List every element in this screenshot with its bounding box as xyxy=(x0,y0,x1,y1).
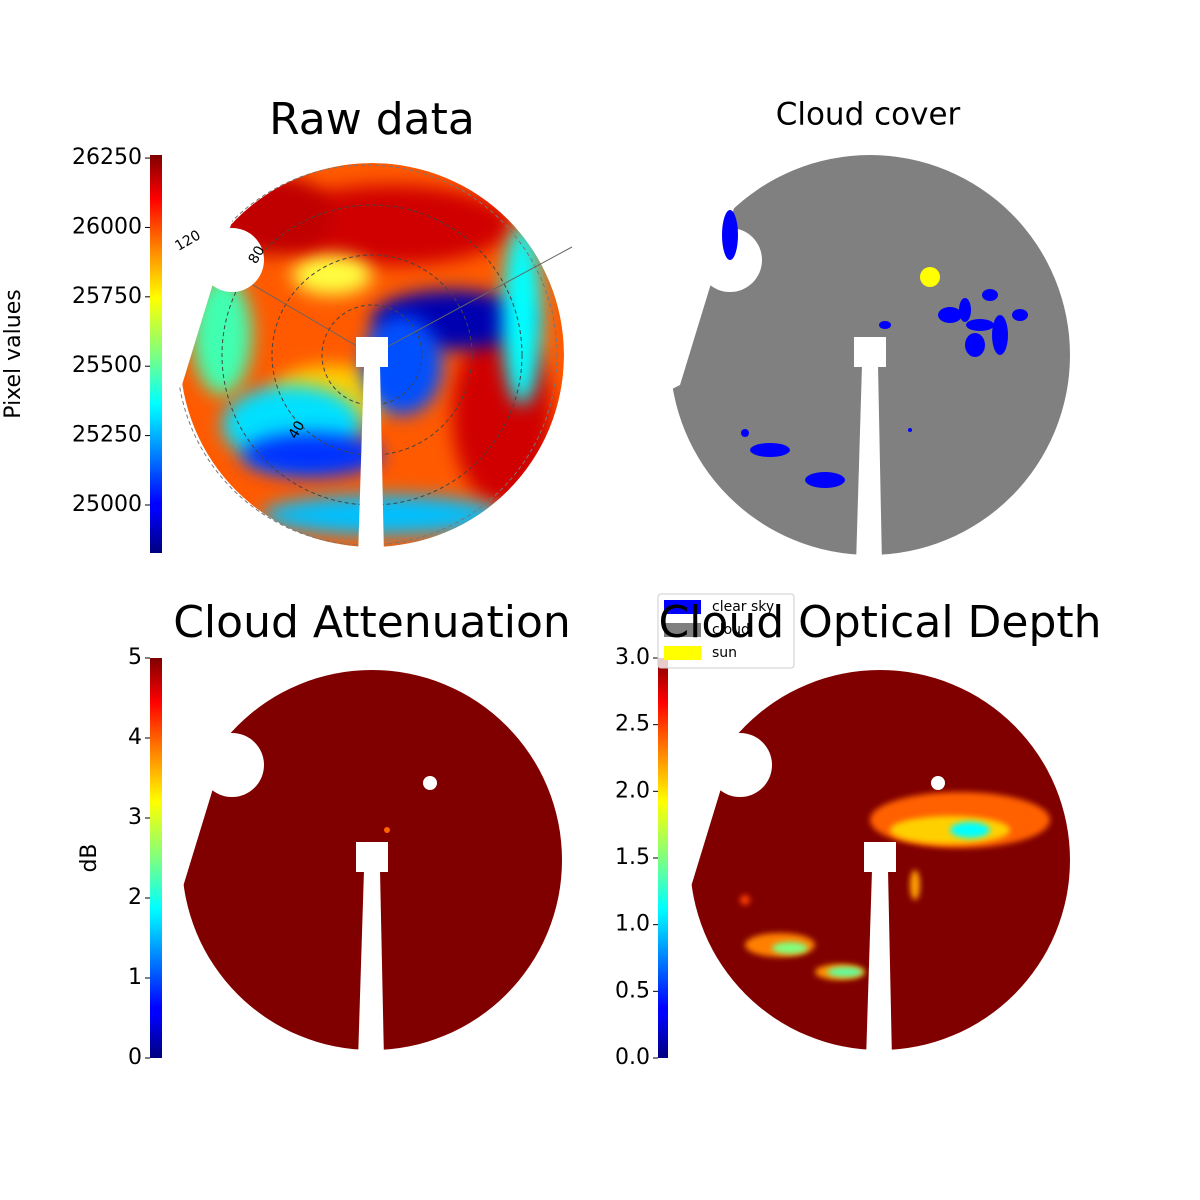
panel: 1208040250002525025500257502600026250Pix… xyxy=(1,145,573,557)
sun-mask xyxy=(931,776,945,790)
legend-label: clear sky xyxy=(712,599,774,615)
clear-sky-patch xyxy=(879,321,891,329)
colorbar-tick-label: 26250 xyxy=(72,145,142,170)
clear-sky-patch xyxy=(966,319,994,331)
clear-sky-patch xyxy=(722,210,738,260)
legend: clear sky cloud sun xyxy=(657,593,795,669)
polar-grid xyxy=(221,204,523,506)
mask xyxy=(356,842,388,872)
polar-axis xyxy=(371,246,573,356)
sky-blob xyxy=(192,275,252,395)
colorbar xyxy=(150,658,162,1058)
panel-title: Cloud Optical Depth xyxy=(658,597,1101,648)
sun xyxy=(920,267,940,287)
sky-blob xyxy=(272,185,512,265)
mask xyxy=(864,842,896,872)
colorbar-tick-label: 25000 xyxy=(72,492,142,517)
colorbar-tick-label: 2.5 xyxy=(615,712,650,737)
colorbar-tick-label: 0 xyxy=(128,1045,142,1070)
colorbar-tick-label: 25500 xyxy=(72,353,142,378)
legend-label: sun xyxy=(712,645,737,661)
clear-sky-patch xyxy=(805,472,845,488)
clear-sky-patch xyxy=(982,289,998,301)
mask xyxy=(356,337,388,367)
cod-patch xyxy=(740,895,750,905)
panel-title: Cloud cover xyxy=(776,97,961,133)
colorbar-tick-label: 1 xyxy=(128,965,142,990)
colorbar-tick-label: 0.5 xyxy=(615,978,650,1003)
colorbar-tick-label: 2 xyxy=(128,885,142,910)
colorbar xyxy=(150,155,162,553)
colorbar xyxy=(658,658,668,1058)
colorbar-tick-label: 2.0 xyxy=(615,778,650,803)
colorbar-tick-label: 26000 xyxy=(72,214,142,239)
mask xyxy=(358,365,384,557)
colorbar-tick-label: 3.0 xyxy=(615,645,650,670)
cod-patch xyxy=(950,822,990,838)
legend-swatch xyxy=(664,623,701,637)
att-patch xyxy=(384,827,390,833)
cod-patch xyxy=(772,942,808,954)
mask xyxy=(200,733,264,797)
colorbar-tick-label: 25750 xyxy=(72,284,142,309)
polar-label: 40 xyxy=(286,418,309,441)
clear-sky-patch xyxy=(992,315,1008,355)
mask xyxy=(854,337,886,367)
clear-sky-patch xyxy=(908,428,912,432)
mask xyxy=(856,365,882,565)
mask xyxy=(866,870,892,1060)
polar-label: 80 xyxy=(246,243,269,266)
mask xyxy=(358,870,384,1060)
sky-image xyxy=(180,163,564,547)
panel-title: Raw data xyxy=(269,94,475,145)
colorbar-label: Pixel values xyxy=(1,289,26,418)
legend-swatch xyxy=(664,600,701,614)
colorbar-tick-label: 1.0 xyxy=(615,912,650,937)
legend-label: cloud xyxy=(712,622,750,638)
colorbar-tick-label: 25250 xyxy=(72,423,142,448)
colorbar-tick-label: 5 xyxy=(128,645,142,670)
mask xyxy=(200,228,264,292)
cod-patch xyxy=(827,967,863,977)
panel xyxy=(660,145,1070,565)
colorbar-tick-label: 0.0 xyxy=(615,1045,650,1070)
mask xyxy=(708,733,772,797)
clear-sky-patch xyxy=(959,298,971,322)
sky-blob xyxy=(242,433,382,477)
cod-patch xyxy=(910,870,920,900)
colorbar-label: dB xyxy=(77,843,102,872)
clear-sky-patch xyxy=(965,333,985,357)
colorbar-tick-label: 4 xyxy=(128,725,142,750)
panel: 0 1 2 3 4 5 dB xyxy=(77,645,562,1070)
colorbar-tick-label: 3 xyxy=(128,805,142,830)
clear-sky-patch xyxy=(938,307,962,323)
clear-sky-patch xyxy=(1012,309,1028,321)
colorbar-tick-label: 1.5 xyxy=(615,845,650,870)
clear-sky-patch xyxy=(741,429,749,437)
panel: 0.0 0.5 1.0 1.5 2.0 2.5 3.0 xyxy=(615,645,1070,1070)
clear-sky-patch xyxy=(750,443,790,457)
sun-mask xyxy=(423,776,437,790)
sky-blob xyxy=(292,255,372,295)
panel-title: Cloud Attenuation xyxy=(173,597,571,648)
legend-swatch xyxy=(664,646,701,660)
sky-blob xyxy=(502,225,542,405)
